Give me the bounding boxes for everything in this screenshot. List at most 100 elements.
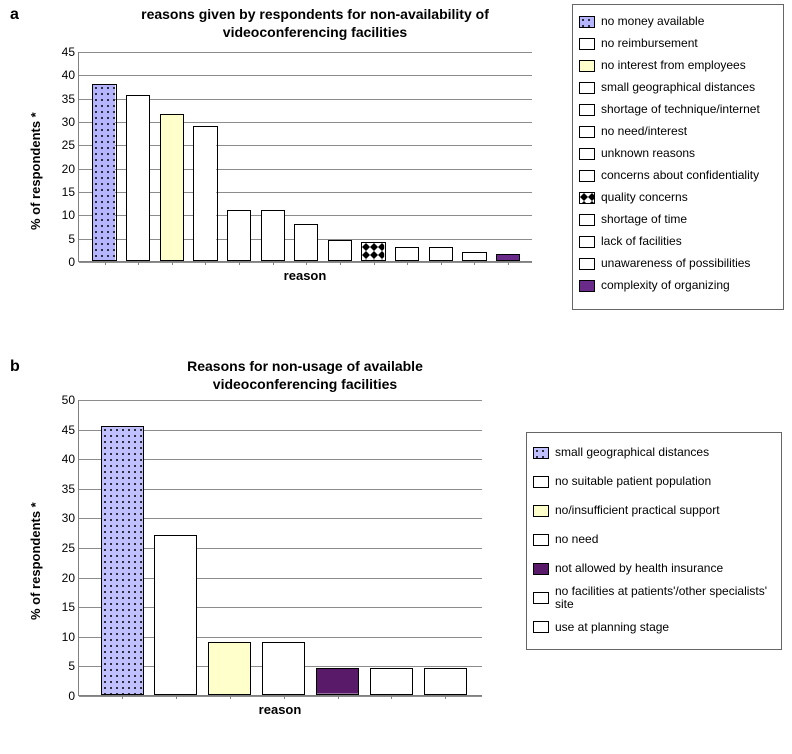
legend-swatch	[579, 170, 595, 182]
legend-swatch	[579, 214, 595, 226]
chart-a-title: reasons given by respondents for non-ava…	[80, 6, 550, 41]
legend-label: shortage of time	[601, 213, 687, 226]
legend-label: concerns about confidentiality	[601, 169, 759, 182]
bar	[160, 114, 184, 261]
bar	[261, 210, 285, 261]
chart-b-yaxis-title: % of respondents *	[28, 502, 43, 620]
bar	[154, 535, 197, 695]
chart-b-legend: small geographical distances no suitable…	[526, 432, 782, 650]
legend-item: use at planning stage	[533, 614, 775, 640]
legend-swatch	[579, 192, 595, 204]
legend-swatch	[579, 104, 595, 116]
y-tick-label: 25	[62, 138, 79, 152]
legend-item: no/insufficient practical support	[533, 498, 775, 524]
legend-item: no interest from employees	[579, 56, 777, 75]
legend-label: unknown reasons	[601, 147, 695, 160]
legend-item: not allowed by health insurance	[533, 556, 775, 582]
legend-swatch	[533, 476, 549, 488]
legend-label: no facilities at patients'/other special…	[555, 585, 775, 611]
chart-a-yaxis-title: % of respondents *	[28, 112, 43, 230]
legend-swatch	[579, 126, 595, 138]
y-tick-label: 40	[62, 452, 79, 466]
legend-label: no/insufficient practical support	[555, 504, 720, 517]
bar	[328, 240, 352, 261]
legend-swatch	[579, 236, 595, 248]
y-tick-label: 50	[62, 393, 79, 407]
legend-label: small geographical distances	[555, 446, 709, 459]
legend-label: not allowed by health insurance	[555, 562, 723, 575]
legend-item: unknown reasons	[579, 144, 777, 163]
legend-swatch	[533, 563, 549, 575]
bar	[92, 84, 116, 261]
y-tick-label: 0	[68, 689, 79, 703]
bar	[262, 642, 305, 695]
legend-swatch	[533, 592, 549, 604]
bar	[462, 252, 486, 261]
y-tick-label: 40	[62, 68, 79, 82]
y-tick-label: 35	[62, 482, 79, 496]
legend-item: no money available	[579, 12, 777, 31]
legend-item: no need	[533, 527, 775, 553]
y-tick-label: 35	[62, 92, 79, 106]
bar	[496, 254, 520, 261]
legend-item: complexity of organizing	[579, 276, 777, 295]
y-tick-label: 10	[62, 208, 79, 222]
y-tick-label: 30	[62, 511, 79, 525]
y-tick-label: 20	[62, 162, 79, 176]
legend-label: quality concerns	[601, 191, 688, 204]
legend-label: complexity of organizing	[601, 279, 730, 292]
legend-label: shortage of technique/internet	[601, 103, 760, 116]
legend-label: unawareness of possibilities	[601, 257, 750, 270]
y-tick-label: 5	[68, 232, 79, 246]
legend-item: unawareness of possibilities	[579, 254, 777, 273]
legend-swatch	[579, 148, 595, 160]
legend-label: lack of facilities	[601, 235, 682, 248]
legend-label: no need	[555, 533, 598, 546]
bar	[101, 426, 144, 695]
panel-label-a: a	[10, 6, 19, 24]
y-tick-label: 15	[62, 600, 79, 614]
legend-item: shortage of technique/internet	[579, 100, 777, 119]
legend-item: no reimbursement	[579, 34, 777, 53]
legend-swatch	[533, 447, 549, 459]
y-tick-label: 0	[68, 255, 79, 269]
bar	[193, 126, 217, 261]
legend-swatch	[533, 621, 549, 633]
legend-label: no suitable patient population	[555, 475, 711, 488]
y-tick-label: 25	[62, 541, 79, 555]
y-tick-label: 45	[62, 45, 79, 59]
legend-swatch	[579, 82, 595, 94]
legend-item: no need/interest	[579, 122, 777, 141]
chart-b-xaxis-title: reason	[78, 702, 482, 717]
legend-swatch	[579, 16, 595, 28]
y-tick-label: 30	[62, 115, 79, 129]
legend-label: no interest from employees	[601, 59, 746, 72]
legend-label: use at planning stage	[555, 621, 669, 634]
legend-item: no facilities at patients'/other special…	[533, 585, 775, 611]
legend-swatch	[533, 505, 549, 517]
page: { "chart_a": { "panel_label": "a", "titl…	[0, 0, 792, 754]
bar	[294, 224, 318, 261]
bar	[429, 247, 453, 261]
legend-swatch	[579, 38, 595, 50]
legend-label: small geographical distances	[601, 81, 755, 94]
legend-label: no money available	[601, 15, 704, 28]
y-tick-label: 20	[62, 571, 79, 585]
bar	[361, 242, 385, 261]
bar	[208, 642, 251, 695]
chart-b-title: Reasons for non-usage of available video…	[110, 358, 500, 393]
legend-item: lack of facilities	[579, 232, 777, 251]
legend-item: quality concerns	[579, 188, 777, 207]
legend-swatch	[579, 258, 595, 270]
chart-a-legend: no money available no reimbursement no in…	[572, 4, 784, 310]
legend-item: shortage of time	[579, 210, 777, 229]
legend-item: no suitable patient population	[533, 469, 775, 495]
bar	[395, 247, 419, 261]
legend-item: small geographical distances	[533, 440, 775, 466]
y-tick-label: 45	[62, 423, 79, 437]
chart-b-plot: 05101520253035404550	[78, 400, 482, 696]
legend-item: concerns about confidentiality	[579, 166, 777, 185]
bar	[370, 668, 413, 695]
chart-a-plot: 051015202530354045	[78, 52, 532, 262]
bar	[424, 668, 467, 695]
